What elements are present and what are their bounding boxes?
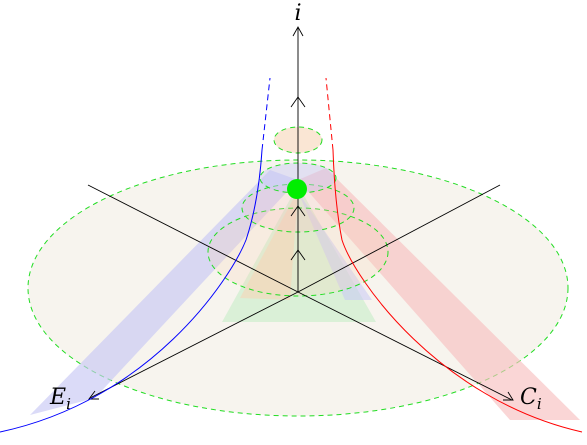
orange-triangle [240, 190, 298, 300]
e-axis-arrowhead [88, 390, 99, 400]
left-blue-curve-dashed [261, 77, 271, 151]
c-axis-arrowhead [503, 391, 514, 401]
chevron-marker-top [290, 96, 306, 108]
i-axis-label: i [294, 1, 301, 26]
left-blue-curve [0, 149, 263, 433]
axis-c [297, 291, 513, 401]
chevron-marker-middle [290, 205, 306, 217]
e-axis-label: Ei [49, 385, 71, 413]
axis-back-right [297, 184, 501, 293]
axis-back-left [87, 184, 299, 293]
left-blue-band [30, 170, 298, 415]
chevron-marker-bottom [290, 249, 306, 261]
i-axis-arrowhead [292, 26, 304, 37]
right-red-band [298, 168, 580, 420]
right-red-curve [332, 149, 583, 433]
axis-e [89, 291, 299, 399]
center-green-dot [287, 179, 307, 199]
blue-inner-triangle [298, 192, 372, 300]
c-axis-label: Ci [520, 385, 542, 413]
right-red-curve-dashed [325, 77, 334, 151]
